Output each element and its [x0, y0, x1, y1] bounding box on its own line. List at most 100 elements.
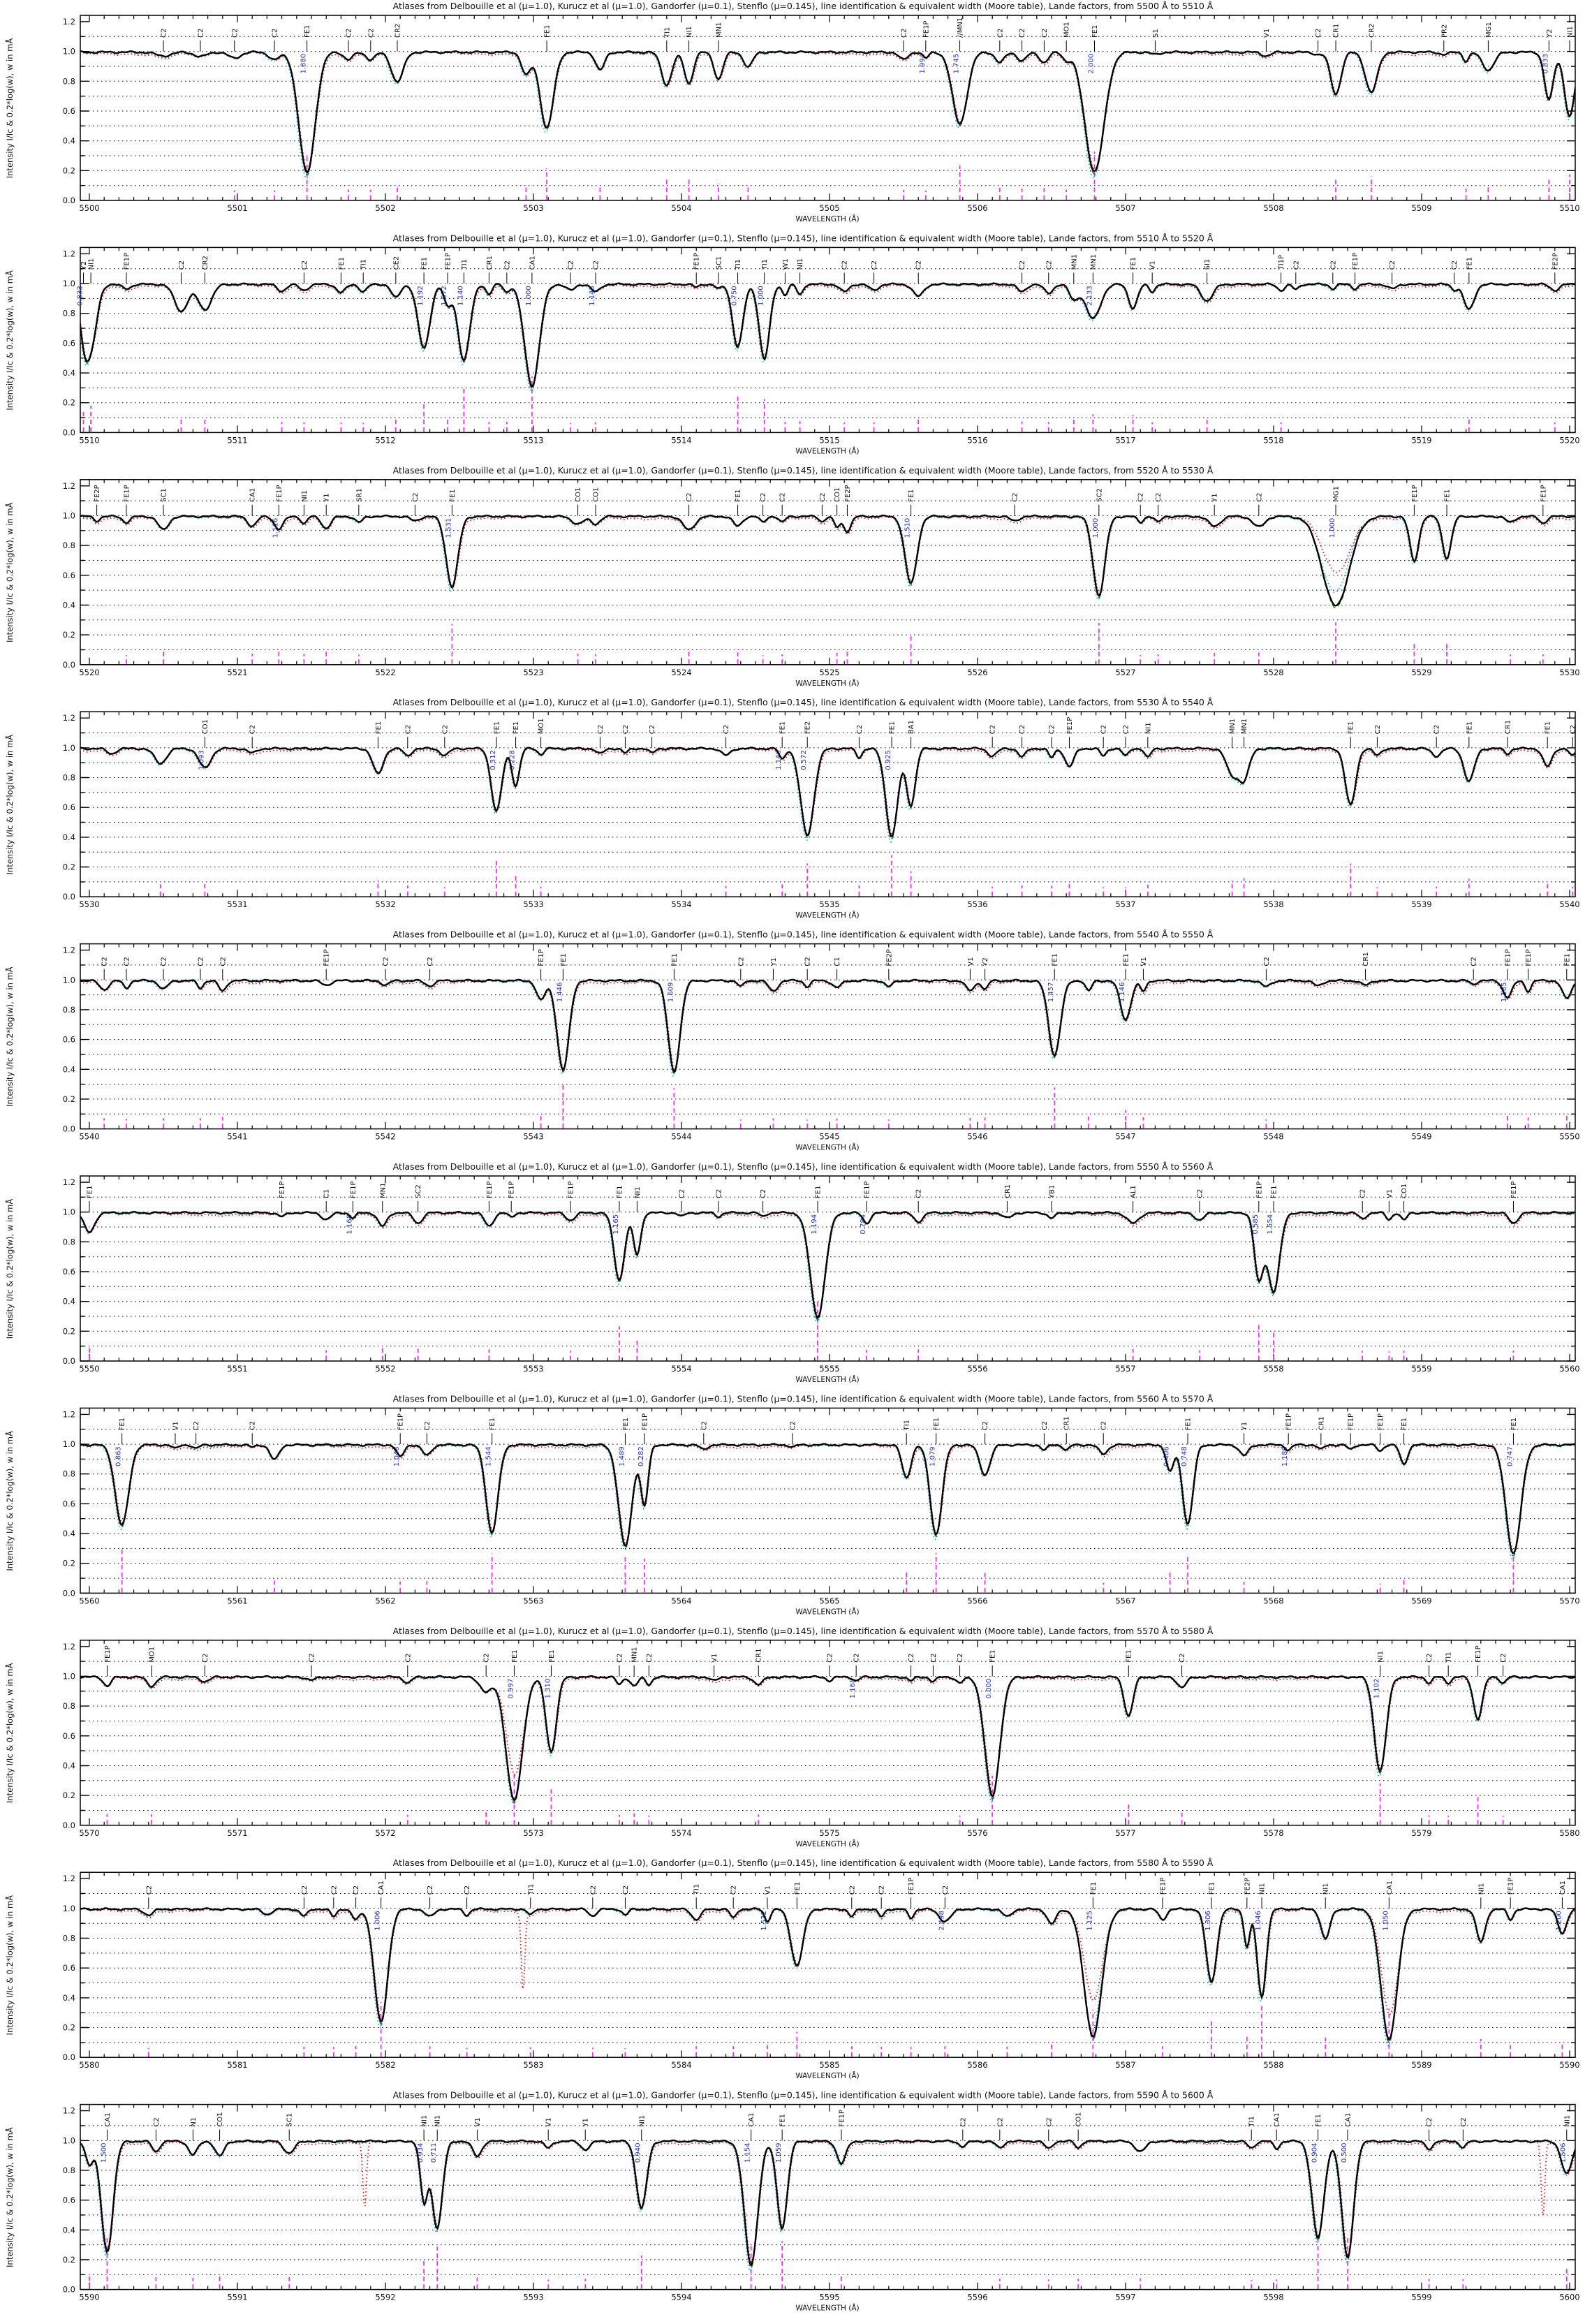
y-axis-title: Intensity I/Ic & 0.2*log(w), w in mÅ — [4, 1199, 15, 1339]
curves-group — [80, 1907, 1575, 2047]
line-id-label: V1 — [711, 1654, 718, 1663]
line-id-label: V1 — [967, 957, 975, 966]
line-id-label: FE1 — [304, 25, 311, 38]
y-axis-title: Intensity I/Ic & 0.2*log(w), w in mÅ — [4, 966, 15, 1107]
line-id-label: FE1P — [124, 485, 131, 501]
y-tick-label: 0.4 — [63, 1760, 75, 1770]
y-axis-ticks — [80, 1646, 1575, 1826]
x-axis-ticks — [89, 247, 1570, 433]
x-tick-label: 5570 — [79, 1828, 99, 1838]
curves-group — [80, 1443, 1575, 1561]
y-tick-label: 0.8 — [63, 76, 75, 86]
line-id-label: C2 — [309, 1653, 316, 1662]
line-id-label: FE1P — [323, 949, 331, 966]
x-axis-ticks — [89, 1408, 1570, 1594]
line-id-label: C2 — [915, 1189, 923, 1198]
line-id-label: FE1 — [338, 257, 346, 270]
line-id-label: C2 — [779, 492, 787, 501]
line-id-label: C2 — [202, 1653, 209, 1662]
x-tick-label: 5500 — [79, 203, 99, 213]
gandorfer-curve — [80, 1907, 1575, 2047]
x-tick-label: 5543 — [523, 1132, 543, 1142]
line-id-label: NI1 — [797, 258, 804, 270]
x-tick-label: 5533 — [523, 899, 543, 909]
x-tick-label: 5582 — [375, 2060, 395, 2070]
x-tick-label: 5564 — [671, 1596, 691, 1605]
line-id-label: NI1 — [1567, 26, 1575, 38]
x-tick-label: 5506 — [967, 203, 987, 213]
line-id-label: V1 — [1263, 29, 1271, 38]
line-id-label: C2 — [1426, 1653, 1433, 1662]
delbouille-curve — [80, 1907, 1575, 2041]
line-id-label: FE1 — [1466, 721, 1473, 734]
line-id-label: FE1P — [486, 1182, 494, 1198]
line-id-label: C2 — [1045, 260, 1053, 270]
delbouille-curve — [80, 2139, 1575, 2267]
lande-factor-label: 1.446 — [556, 983, 563, 1003]
line-id-label: FE1 — [544, 25, 552, 38]
line-id-label: CR1 — [486, 256, 494, 270]
x-axis-title: WAVELENGTH (Å) — [795, 1839, 859, 1848]
y-tick-label: 1.2 — [63, 1642, 75, 1652]
panel-title: Atlases from Delbouille et al (μ=1.0), K… — [393, 465, 1214, 476]
panel-title: Atlases from Delbouille et al (μ=1.0), K… — [393, 1858, 1214, 1868]
line-id-label: NI1 — [421, 2115, 429, 2127]
line-id-label: FE1 — [989, 1649, 997, 1662]
x-tick-label: 5592 — [375, 2293, 395, 2302]
line-id-label: FE1 — [1091, 25, 1099, 38]
line-id-label: FE2P — [885, 949, 893, 966]
y-tick-label: 0.2 — [63, 2255, 75, 2265]
gridlines — [80, 1196, 1575, 1347]
line-id-label: FE1 — [1348, 721, 1355, 734]
gandorfer-curve — [80, 515, 1575, 601]
line-id-label: FE1 — [1052, 953, 1059, 966]
x-tick-label: 5588 — [1263, 2060, 1283, 2070]
y-axis-title: Intensity I/Ic & 0.2*log(w), w in mÅ — [4, 1431, 15, 1571]
line-id-label: C2 — [593, 260, 600, 270]
y-tick-label: 0.0 — [63, 1588, 75, 1598]
x-tick-label: 5566 — [967, 1596, 987, 1605]
line-id-label: FE1 — [1563, 953, 1571, 966]
x-axis-ticks — [89, 15, 1570, 200]
line-id-label: C2 — [367, 29, 375, 38]
y-tick-label: 1.2 — [63, 1409, 75, 1419]
lande-factor-label: 1.506 — [1560, 2143, 1568, 2163]
line-id-label: FE1 — [1123, 953, 1130, 966]
x-tick-label: 5575 — [819, 1828, 839, 1838]
line-id-label: FE1 — [1130, 257, 1137, 270]
x-tick-label: 5509 — [1411, 203, 1431, 213]
line-id-label: FE1 — [1401, 1418, 1408, 1430]
lande-factor-label: 1.489 — [618, 1446, 626, 1466]
line-id-label: FE2P — [1552, 253, 1559, 270]
curves-group — [80, 514, 1575, 608]
lande-factor-label: 1.000 — [1329, 518, 1336, 538]
x-tick-label: 5513 — [523, 435, 543, 445]
line-id-label: FE1 — [511, 1649, 519, 1662]
y-tick-label: 0.0 — [63, 427, 75, 437]
line-id-label: FE1 — [494, 721, 501, 734]
x-tick-label: 5508 — [1263, 203, 1283, 213]
lande-factor-label: 1.994 — [919, 54, 927, 74]
x-tick-label: 5515 — [819, 435, 839, 445]
spectrum-panel-6: Atlases from Delbouille et al (μ=1.0), K… — [4, 1161, 1580, 1384]
plot-frame — [80, 1175, 1576, 1362]
line-id-label: CA1 — [748, 2112, 756, 2126]
y-tick-label: 0.0 — [63, 660, 75, 670]
lande-factor-label: 0.747 — [1506, 1446, 1514, 1466]
line-id-label: FE1P — [445, 253, 452, 270]
y-tick-label: 0.2 — [63, 166, 75, 175]
y-tick-label: 0.2 — [63, 1326, 75, 1336]
y-axis-ticks — [80, 253, 1575, 434]
line-id-label: FE2 — [804, 721, 812, 734]
y-tick-label: 0.8 — [63, 540, 75, 550]
line-id-label: C2 — [942, 1885, 950, 1895]
lande-factor-label: 1.145 — [589, 286, 596, 306]
lande-factor-label: 1.059 — [775, 2143, 783, 2163]
y-tick-label: 1.2 — [63, 713, 75, 723]
x-axis-title: WAVELENGTH (Å) — [795, 1143, 859, 1152]
line-id-label: FE1 — [449, 489, 457, 501]
lande-factor-label: 1.000 — [525, 286, 533, 306]
x-tick-label: 5540 — [1559, 899, 1579, 909]
x-tick-label: 5576 — [967, 1828, 987, 1838]
